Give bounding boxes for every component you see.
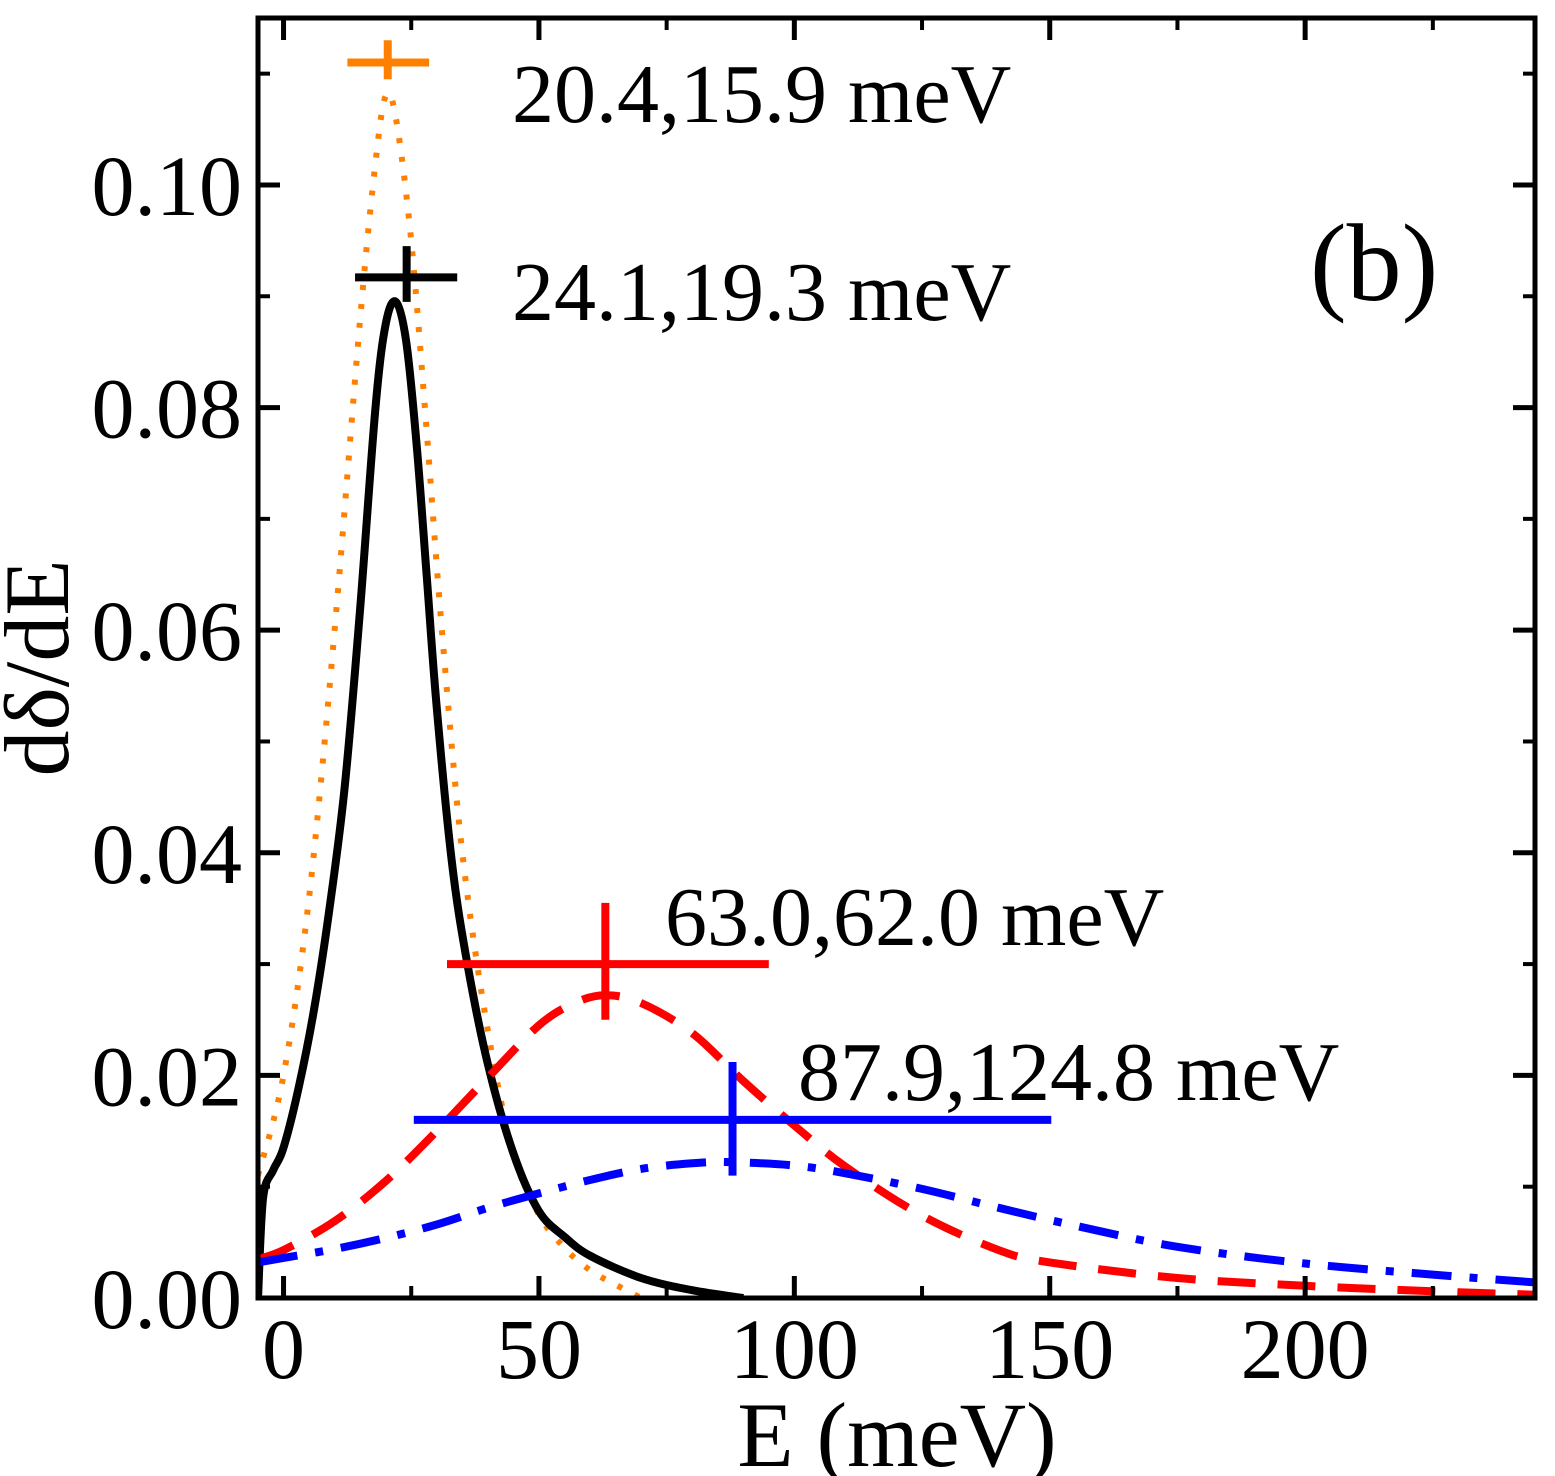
y-tick-label: 0.02 [92, 1028, 243, 1124]
x-axis-title: E (meV) [737, 1384, 1056, 1476]
annotation-red: 63.0,62.0 meV [665, 871, 1164, 964]
annotation-orange: 20.4,15.9 meV [512, 48, 1011, 141]
error-cross-layer [347, 40, 1052, 1176]
series-line-3 [258, 1158, 1535, 1287]
y-tick-label: 0.06 [92, 583, 243, 679]
y-axis-title: dδ/dE [0, 559, 88, 776]
x-tick-label: 50 [496, 1301, 582, 1397]
y-tick-label: 0.08 [92, 361, 243, 457]
y-tick-label: 0.00 [92, 1251, 243, 1347]
x-tick-label: 100 [730, 1301, 859, 1397]
y-tick-label: 0.04 [92, 806, 243, 902]
axes-frame [255, 15, 1538, 1301]
series-layer [258, 89, 1535, 1298]
series-line-2 [258, 991, 1535, 1298]
x-tick-label: 150 [985, 1301, 1114, 1397]
x-tick-label: 200 [1241, 1301, 1370, 1397]
series-line-1 [258, 297, 744, 1298]
x-tick-label: 0 [262, 1301, 305, 1397]
y-tick-label: 0.10 [92, 138, 243, 234]
ticks-layer: 0.00 0.02 0.04 0.06 0.08 0.10 0 50 100 150 200 [92, 18, 1535, 1397]
panel-label: (b) [1310, 202, 1438, 324]
annotation-blue: 87.9,124.8 meV [798, 1026, 1339, 1119]
annotation-black: 24.1,19.3 meV [512, 246, 1011, 339]
plot-frame [255, 15, 1538, 1301]
